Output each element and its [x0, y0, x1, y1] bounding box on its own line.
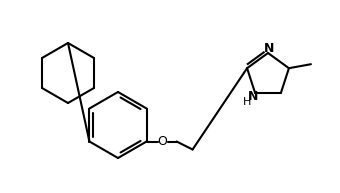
Text: N: N — [264, 42, 274, 56]
Text: H: H — [243, 97, 251, 107]
Text: N: N — [248, 90, 258, 103]
Text: O: O — [158, 135, 168, 148]
